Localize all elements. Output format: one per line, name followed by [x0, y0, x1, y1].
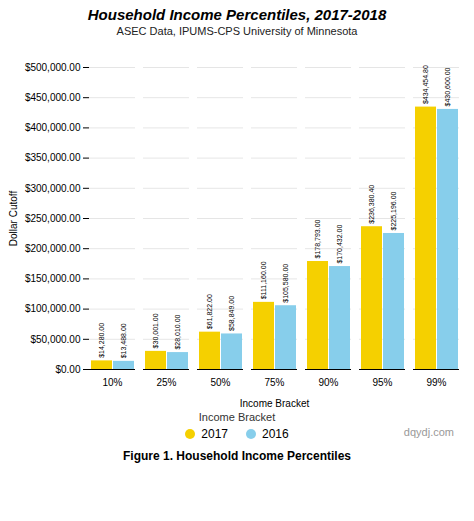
svg-text:$500,000.00: $500,000.00: [25, 62, 81, 73]
svg-text:$170,432.00: $170,432.00: [336, 225, 343, 264]
svg-text:99%: 99%: [426, 377, 446, 388]
svg-text:95%: 95%: [372, 377, 392, 388]
svg-text:Income Bracket: Income Bracket: [240, 398, 310, 409]
svg-text:$200,000.00: $200,000.00: [25, 243, 81, 254]
svg-text:$61,822.00: $61,822.00: [206, 294, 213, 329]
html-text:Figure 1. Household Income Per: Figure 1. Household Income Percentiles: [123, 449, 351, 463]
svg-text:$350,000.00: $350,000.00: [25, 152, 81, 163]
svg-text:$58,849.00: $58,849.00: [228, 296, 235, 331]
svg-text:$250,000.00: $250,000.00: [25, 213, 81, 224]
svg-text:$111,160.00: $111,160.00: [260, 261, 267, 299]
svg-text:$14,280.00: $14,280.00: [98, 323, 105, 358]
svg-text:75%: 75%: [264, 377, 284, 388]
svg-text:$13,488.00: $13,488.00: [120, 323, 127, 358]
svg-text:$28,010.00: $28,010.00: [174, 314, 181, 349]
html-text:2016: 2016: [262, 427, 289, 441]
svg-text:50%: 50%: [210, 377, 230, 388]
svg-text:Dollar Cutoff: Dollar Cutoff: [8, 191, 19, 247]
svg-text:$0.00: $0.00: [55, 364, 80, 375]
svg-text:25%: 25%: [156, 377, 176, 388]
svg-text:90%: 90%: [318, 377, 338, 388]
html-text:Income Bracket: Income Bracket: [198, 411, 276, 423]
svg-text:$400,000.00: $400,000.00: [25, 122, 81, 133]
svg-text:$100,000.00: $100,000.00: [25, 303, 81, 314]
svg-text:$434,454.80: $434,454.80: [422, 65, 429, 104]
svg-text:$30,001.00: $30,001.00: [152, 313, 159, 348]
svg-text:$178,793.00: $178,793.00: [314, 219, 321, 258]
html-text:2017: 2017: [201, 427, 228, 441]
svg-text:$300,000.00: $300,000.00: [25, 183, 81, 194]
html-text:dqydj.com: dqydj.com: [403, 426, 454, 438]
svg-text:$225,196.00: $225,196.00: [390, 191, 397, 230]
html-text:ASEC Data, IPUMS-CPS Universit: ASEC Data, IPUMS-CPS University of Minne…: [116, 25, 358, 37]
svg-text:$105,580.00: $105,580.00: [282, 264, 289, 303]
svg-text:$150,000.00: $150,000.00: [25, 273, 81, 284]
svg-text:$236,380.40: $236,380.40: [368, 185, 375, 224]
svg-text:$50,000.00: $50,000.00: [30, 334, 80, 345]
svg-text:10%: 10%: [102, 377, 122, 388]
svg-text:$450,000.00: $450,000.00: [25, 92, 81, 103]
html-text:Household Income Percentiles,: Household Income Percentiles, 2017-2018: [87, 6, 387, 23]
svg-text:$430,600.00: $430,600.00: [444, 67, 451, 106]
